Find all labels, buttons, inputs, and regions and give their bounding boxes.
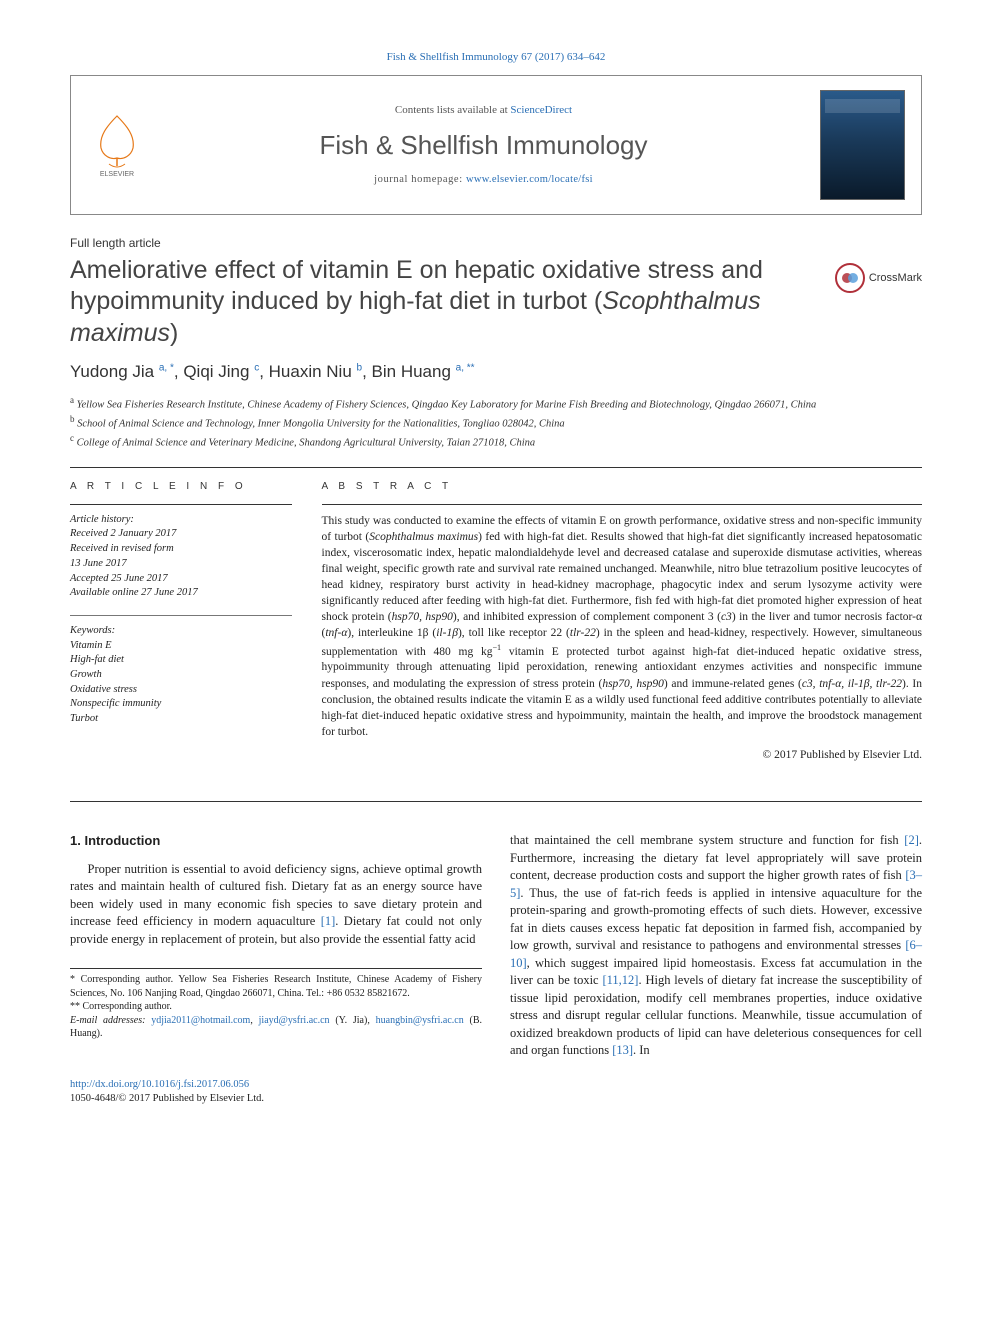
authors-line: Yudong Jia a, *, Qiqi Jing c, Huaxin Niu… [70, 361, 922, 384]
affiliation-c: c College of Animal Science and Veterina… [70, 432, 922, 451]
journal-header-box: ELSEVIER Contents lists available at Sci… [70, 75, 922, 215]
body-columns: 1. Introduction Proper nutrition is esse… [70, 832, 922, 1060]
divider-top [70, 467, 922, 468]
elsevier-logo: ELSEVIER [87, 108, 147, 183]
issn-copyright: 1050-4648/© 2017 Published by Elsevier L… [70, 1093, 264, 1104]
keyword-1: High-fat diet [70, 654, 124, 665]
abstract-copyright: © 2017 Published by Elsevier Ltd. [322, 748, 922, 764]
history-line-1: Received in revised form [70, 543, 174, 554]
article-info-column: A R T I C L E I N F O Article history: R… [70, 480, 292, 763]
keywords-label: Keywords: [70, 624, 292, 639]
homepage-link[interactable]: www.elsevier.com/locate/fsi [466, 174, 593, 185]
history-label: Article history: [70, 513, 292, 528]
homepage-label: journal homepage: [374, 174, 466, 185]
corresponding-1: * Corresponding author. Yellow Sea Fishe… [70, 973, 482, 1000]
body-col-left: 1. Introduction Proper nutrition is esse… [70, 832, 482, 1060]
info-divider [70, 504, 292, 505]
elsevier-tree-icon: ELSEVIER [87, 108, 147, 178]
history-line-2: 13 June 2017 [70, 558, 127, 569]
article-type: Full length article [70, 235, 922, 251]
email-author-1: (Y. Jia), [330, 1015, 376, 1026]
email-label: E-mail addresses: [70, 1015, 151, 1026]
affiliation-a: a a Yellow Sea Fisheries Research Instit… [70, 394, 922, 413]
keyword-4: Nonspecific immunity [70, 698, 161, 709]
top-citation: Fish & Shellfish Immunology 67 (2017) 63… [70, 50, 922, 65]
keyword-2: Growth [70, 669, 102, 680]
affiliation-b: b School of Animal Science and Technolog… [70, 413, 922, 432]
email-addresses: E-mail addresses: ydjia2011@hotmail.com,… [70, 1014, 482, 1041]
intro-heading: 1. Introduction [70, 832, 482, 850]
article-title: Ameliorative effect of vitamin E on hepa… [70, 255, 815, 349]
homepage-line: journal homepage: www.elsevier.com/locat… [165, 173, 802, 187]
keyword-0: Vitamin E [70, 640, 112, 651]
abstract-divider [322, 504, 922, 505]
affiliations: a a Yellow Sea Fisheries Research Instit… [70, 394, 922, 452]
journal-name: Fish & Shellfish Immunology [165, 128, 802, 163]
doi-link[interactable]: http://dx.doi.org/10.1016/j.fsi.2017.06.… [70, 1079, 249, 1090]
top-citation-link[interactable]: Fish & Shellfish Immunology 67 (2017) 63… [387, 51, 606, 63]
article-history: Article history: Received 2 January 2017… [70, 513, 292, 601]
corresponding-2: ** Corresponding author. [70, 1000, 482, 1014]
journal-header-center: Contents lists available at ScienceDirec… [165, 103, 802, 187]
footnotes: * Corresponding author. Yellow Sea Fishe… [70, 968, 482, 1041]
email-link-3[interactable]: huangbin@ysfri.ac.cn [376, 1015, 464, 1026]
history-line-3: Accepted 25 June 2017 [70, 573, 168, 584]
abstract-text: This study was conducted to examine the … [322, 513, 922, 740]
keyword-5: Turbot [70, 713, 98, 724]
journal-cover-thumbnail [820, 90, 905, 200]
email-link-2[interactable]: jiayd@ysfri.ac.cn [259, 1015, 330, 1026]
intro-para-1: Proper nutrition is essential to avoid d… [70, 861, 482, 949]
info-divider-2 [70, 615, 292, 616]
email-link-1[interactable]: ydjia2011@hotmail.com [151, 1015, 250, 1026]
contents-line: Contents lists available at ScienceDirec… [165, 103, 802, 118]
divider-bottom [70, 801, 922, 802]
body-col-right: that maintained the cell membrane system… [510, 832, 922, 1060]
crossmark-label: CrossMark [869, 271, 922, 286]
history-line-4: Available online 27 June 2017 [70, 587, 198, 598]
sciencedirect-link[interactable]: ScienceDirect [510, 104, 572, 116]
contents-text: Contents lists available at [395, 104, 510, 116]
history-line-0: Received 2 January 2017 [70, 528, 176, 539]
intro-para-2: that maintained the cell membrane system… [510, 832, 922, 1060]
abstract-label: A B S T R A C T [322, 480, 922, 494]
svg-text:ELSEVIER: ELSEVIER [100, 171, 134, 178]
crossmark-badge[interactable]: CrossMark [835, 263, 922, 293]
doi-block: http://dx.doi.org/10.1016/j.fsi.2017.06.… [70, 1078, 922, 1105]
keywords-block: Keywords: Vitamin E High-fat diet Growth… [70, 624, 292, 727]
abstract-column: A B S T R A C T This study was conducted… [322, 480, 922, 763]
keyword-3: Oxidative stress [70, 684, 137, 695]
crossmark-icon [835, 263, 865, 293]
article-info-label: A R T I C L E I N F O [70, 480, 292, 494]
